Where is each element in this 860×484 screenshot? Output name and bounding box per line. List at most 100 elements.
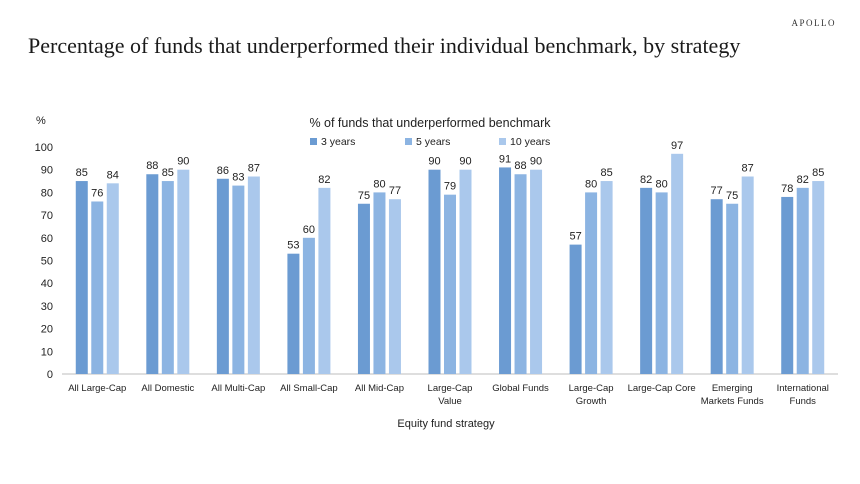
x-tick-label: All Mid-Cap <box>355 383 404 394</box>
y-tick-label: 30 <box>41 301 53 313</box>
x-axis-title: Equity fund strategy <box>397 418 495 430</box>
data-label: 91 <box>499 153 511 165</box>
data-label: 79 <box>444 181 456 193</box>
x-tick-label: Funds <box>790 396 817 407</box>
data-label: 84 <box>107 169 119 181</box>
x-tick-label: All Large-Cap <box>68 383 126 394</box>
y-tick-label: 70 <box>41 210 53 222</box>
legend-swatch <box>499 138 506 145</box>
y-tick-label: 0 <box>47 369 53 381</box>
data-label: 80 <box>373 178 385 190</box>
y-axis-label: % <box>36 115 46 127</box>
data-label: 78 <box>781 183 793 195</box>
y-tick-label: 100 <box>35 142 53 154</box>
bar-3-years <box>781 196 794 374</box>
data-label: 82 <box>797 174 809 186</box>
data-label: 75 <box>358 190 370 202</box>
legend-label: 10 years <box>510 136 550 148</box>
bar-3-years <box>146 174 159 374</box>
bar-10-years <box>600 181 613 374</box>
data-label: 90 <box>428 156 440 168</box>
legend-swatch <box>405 138 412 145</box>
bar-3-years <box>710 199 723 374</box>
bar-10-years <box>177 169 190 374</box>
bar-3-years <box>216 178 229 374</box>
bar-5-years <box>161 181 174 374</box>
data-label: 83 <box>232 172 244 184</box>
legend-label: 3 years <box>321 136 355 148</box>
chart-title: % of funds that underperformed benchmark <box>309 116 551 130</box>
x-tick-label: Emerging <box>712 383 753 394</box>
brand-logo: APOLLO <box>791 18 836 28</box>
data-label: 77 <box>711 185 723 197</box>
data-label: 90 <box>530 156 542 168</box>
bar-10-years <box>388 199 401 374</box>
x-tick-label: Large-Cap Core <box>628 383 696 394</box>
y-tick-label: 90 <box>41 165 53 177</box>
data-label: 88 <box>514 160 526 172</box>
bar-5-years <box>373 192 386 374</box>
legend-swatch <box>310 138 317 145</box>
data-label: 82 <box>640 174 652 186</box>
bar-10-years <box>106 183 119 374</box>
data-label: 60 <box>303 224 315 236</box>
x-tick-label: International <box>777 383 829 394</box>
data-label: 87 <box>742 163 754 175</box>
page-title: Percentage of funds that underperformed … <box>28 33 741 58</box>
bar-3-years <box>499 167 512 374</box>
data-label: 80 <box>656 178 668 190</box>
data-label: 97 <box>671 140 683 152</box>
x-tick-label: All Multi-Cap <box>211 383 265 394</box>
y-tick-label: 50 <box>41 256 53 268</box>
bar-3-years <box>287 253 300 374</box>
legend-label: 5 years <box>416 136 450 148</box>
data-label: 90 <box>459 156 471 168</box>
y-tick-label: 60 <box>41 233 53 245</box>
bar-10-years <box>459 169 472 374</box>
y-tick-label: 80 <box>41 187 53 199</box>
data-label: 82 <box>318 174 330 186</box>
data-label: 80 <box>585 178 597 190</box>
y-tick-label: 20 <box>41 324 53 336</box>
x-tick-label: All Domestic <box>141 383 194 394</box>
x-tick-label: All Small-Cap <box>280 383 338 394</box>
bar-5-years <box>655 192 668 374</box>
bar-3-years <box>428 169 441 374</box>
data-label: 85 <box>76 167 88 179</box>
bar-5-years <box>302 237 315 374</box>
data-label: 90 <box>177 156 189 168</box>
x-tick-label: Markets Funds <box>701 396 764 407</box>
bar-5-years <box>232 185 245 374</box>
data-label: 76 <box>91 187 103 199</box>
x-tick-label: Global Funds <box>492 383 549 394</box>
bar-3-years <box>357 203 370 374</box>
bar-10-years <box>318 187 331 374</box>
bar-5-years <box>91 201 104 374</box>
bar-3-years <box>75 181 88 374</box>
data-label: 87 <box>248 163 260 175</box>
data-label: 53 <box>287 240 299 252</box>
y-tick-label: 40 <box>41 278 53 290</box>
bar-3-years <box>640 187 653 374</box>
x-tick-label: Growth <box>576 396 607 407</box>
x-tick-label: Large-Cap <box>569 383 614 394</box>
data-label: 75 <box>726 190 738 202</box>
data-label: 85 <box>812 167 824 179</box>
bar-5-years <box>444 194 456 374</box>
data-label: 57 <box>569 231 581 243</box>
data-label: 88 <box>146 160 158 172</box>
bar-5-years <box>726 203 739 374</box>
bar-10-years <box>247 176 260 374</box>
bar-10-years <box>812 181 825 374</box>
bar-5-years <box>514 174 527 374</box>
x-tick-label: Large-Cap <box>428 383 473 394</box>
bar-3-years <box>569 244 582 374</box>
data-label: 86 <box>217 165 229 177</box>
data-label: 77 <box>389 185 401 197</box>
bar-5-years <box>796 187 809 374</box>
x-tick-label: Value <box>438 396 462 407</box>
bar-10-years <box>530 169 543 374</box>
data-label: 85 <box>600 167 612 179</box>
bar-5-years <box>585 192 598 374</box>
